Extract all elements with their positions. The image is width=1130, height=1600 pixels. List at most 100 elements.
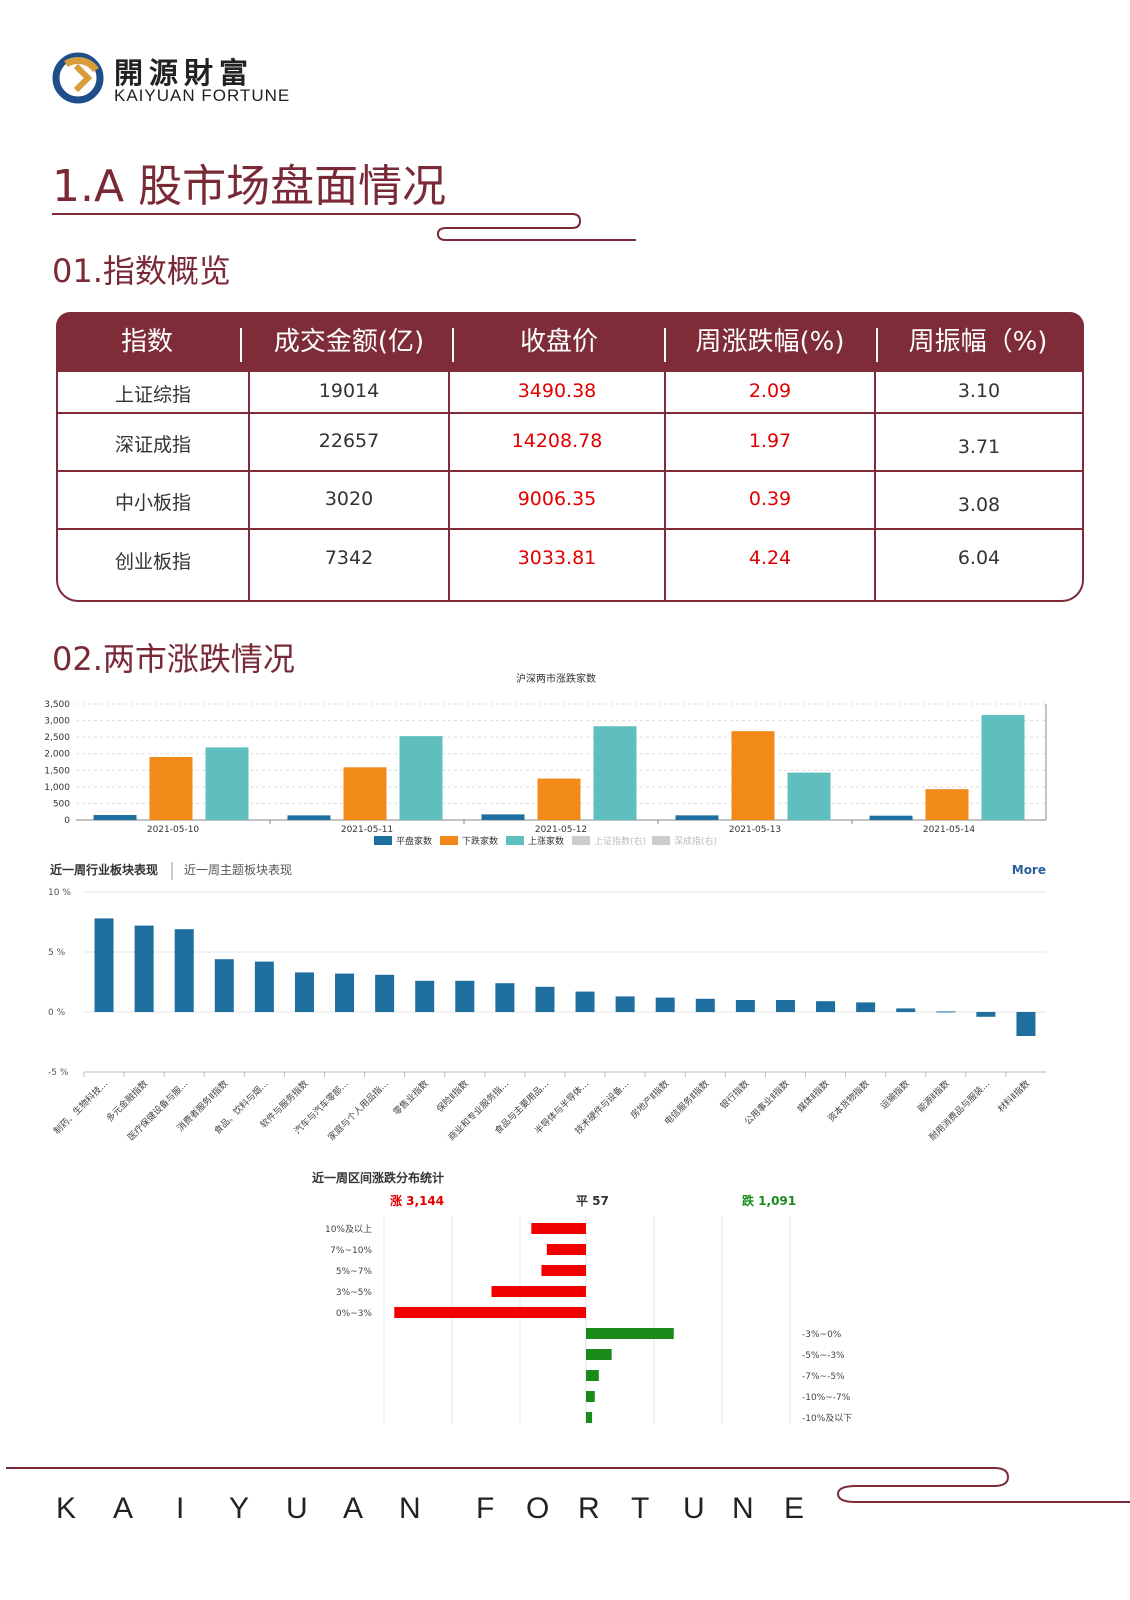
table-row-1-turnover: 19014 — [318, 380, 380, 402]
chart2-bar — [375, 974, 395, 1012]
header-weekly-change: 周涨跌幅(%) — [695, 327, 845, 357]
chart3-up-bar — [531, 1223, 586, 1234]
footer-letter: U — [683, 1492, 705, 1525]
footer-letter: Y — [229, 1492, 250, 1525]
chart2-bar — [535, 986, 555, 1012]
chart2-x-tick: 房地产Ⅱ指数 — [628, 1078, 671, 1121]
chart2-y-tick: -5 % — [48, 1068, 69, 1078]
table-row-3-change: 0.39 — [748, 488, 792, 510]
chart2-bar — [134, 925, 154, 1012]
chart1-bar-上涨家数 — [399, 736, 443, 820]
advance-decline-chart: 沪深两市涨跌家数 0 500 1,000 1,500 2,000 2,500 3,000 3,… — [44, 672, 1047, 847]
footer-letter: F — [476, 1492, 495, 1525]
chart1-bar-平盘家数 — [481, 814, 525, 820]
chart1-y-tick: 1,500 — [44, 766, 70, 776]
chart2-bar — [615, 996, 635, 1012]
title-underline-decoration — [52, 213, 636, 241]
header-turnover: 成交金额(亿) — [273, 327, 425, 357]
chart2-y-tick: 5 % — [48, 948, 66, 958]
header-index: 指数 — [120, 327, 173, 357]
chart2-x-tick: 银行指数 — [718, 1078, 752, 1112]
chart1-y-tick: 3,000 — [44, 717, 70, 727]
chart3-up-label: 7%~10% — [330, 1246, 372, 1256]
table-row-2-amplitude: 3.71 — [957, 436, 1001, 458]
chart2-bar — [655, 997, 675, 1012]
table-row-3-amplitude: 3.08 — [957, 494, 1001, 516]
summary-up: 涨 3,144 — [390, 1193, 444, 1208]
legend-label-深成指(右): 深成指(右) — [674, 835, 717, 847]
more-link[interactable]: More — [1012, 863, 1046, 877]
chart3-up-bar — [491, 1286, 586, 1297]
chart2-bar — [294, 972, 314, 1012]
chart1-y-tick: 3,500 — [44, 700, 70, 710]
table-row-4-amplitude: 6.04 — [957, 547, 1001, 569]
legend-swatch-下跌家数 — [440, 836, 458, 845]
chart1-bar-下跌家数 — [343, 767, 387, 820]
index-overview-table: 指数 成交金额(亿) 收盘价 周涨跌幅(%) 周振幅（%) 上证综指 19014… — [56, 312, 1084, 602]
chart3-down-label: -10%~-7% — [802, 1393, 851, 1403]
chart1-bar-上涨家数 — [593, 726, 637, 820]
chart2-x-tick: 保险Ⅱ指数 — [434, 1078, 471, 1115]
chart2-y-tick: 0 % — [48, 1008, 66, 1018]
chart3-down-label: -7%~-5% — [802, 1372, 845, 1382]
tab-industry-sectors[interactable]: 近一周行业板块表现 — [50, 862, 158, 877]
footer-letter: E — [784, 1492, 805, 1525]
chart1-bar-下跌家数 — [537, 778, 581, 820]
chart1-bar-平盘家数 — [869, 815, 913, 820]
chart2-x-tick: 零售业指数 — [391, 1078, 431, 1118]
footer-letter: N — [732, 1492, 754, 1525]
chart3-up-label: 10%及以上 — [325, 1224, 372, 1235]
chart3-title: 近一周区间涨跌分布统计 — [312, 1170, 444, 1185]
subtitle-market-movement: 02.两市涨跌情况 — [52, 640, 295, 678]
chart2-bar — [495, 983, 515, 1012]
table-row-4-name: 创业板指 — [114, 551, 191, 573]
legend-label-平盘家数: 平盘家数 — [396, 835, 432, 847]
chart2-y-tick: 10 % — [48, 888, 71, 898]
table-row-1-close: 3490.38 — [517, 380, 597, 402]
table-row-2-close: 14208.78 — [511, 430, 603, 452]
table-row-3-name: 中小板指 — [114, 492, 191, 514]
chart1-y-tick: 2,000 — [44, 750, 70, 760]
table-row-4-close: 3033.81 — [517, 547, 597, 569]
legend-label-上涨家数: 上涨家数 — [528, 835, 564, 847]
subtitle-index-overview: 01.指数概览 — [52, 252, 231, 290]
chart3-up-bar — [394, 1307, 586, 1318]
footer-decoration — [6, 1467, 1130, 1503]
chart2-bar — [1016, 1012, 1036, 1036]
chart1-bar-上涨家数 — [205, 747, 249, 820]
chart1-x-tick: 2021-05-13 — [729, 825, 781, 835]
table-body: 上证综指 19014 3490.38 2.09 3.10 深证成指 22657 … — [56, 372, 1084, 602]
table-row-2-name: 深证成指 — [114, 434, 191, 456]
chart3-down-bar — [586, 1391, 595, 1402]
chart1-x-tick: 2021-05-11 — [341, 825, 393, 835]
chart3-up-bar — [546, 1244, 586, 1255]
chart1-y-tick: 2,500 — [44, 733, 70, 743]
chart2-x-tick: 多元金融指数 — [104, 1078, 151, 1125]
chart2-bar — [896, 1008, 916, 1012]
table-row-1-name: 上证综指 — [114, 384, 191, 406]
table-row-1-change: 2.09 — [748, 380, 792, 402]
chart2-bar — [735, 1000, 755, 1012]
weekly-distribution-chart: 近一周区间涨跌分布统计 涨 3,144 平 57 跌 1,091 10%及以上 7… — [312, 1170, 852, 1424]
header-close: 收盘价 — [519, 327, 598, 357]
logo-chinese-name: 開源財富 — [114, 56, 255, 90]
chart1-bar-上涨家数 — [981, 714, 1025, 820]
chart2-x-tick: 媒体Ⅱ指数 — [795, 1078, 832, 1115]
table-row-3-close: 9006.35 — [517, 488, 597, 510]
tab-theme-sectors[interactable]: 近一周主题板块表现 — [184, 863, 292, 877]
chart1-title: 沪深两市涨跌家数 — [516, 672, 596, 685]
chart2-bar — [94, 918, 114, 1012]
chart3-up-label: 5%~7% — [336, 1267, 373, 1277]
logo: 開源財富 KAIYUAN FORTUNE — [52, 50, 292, 110]
chart2-bar — [695, 998, 715, 1012]
chart2-bar — [936, 1011, 956, 1013]
table-row-1-amplitude: 3.10 — [957, 380, 1001, 402]
legend-swatch-深成指(右) — [652, 836, 670, 845]
chart2-bar — [174, 929, 194, 1012]
chart1-bar-平盘家数 — [287, 815, 331, 820]
chart2-bar — [856, 1002, 876, 1012]
chart1-bar-平盘家数 — [675, 815, 719, 820]
table-row-3-turnover: 3020 — [324, 488, 374, 510]
chart1-x-tick: 2021-05-14 — [923, 825, 976, 835]
section-title: 1.A 股市场盘面情况 — [52, 161, 447, 212]
